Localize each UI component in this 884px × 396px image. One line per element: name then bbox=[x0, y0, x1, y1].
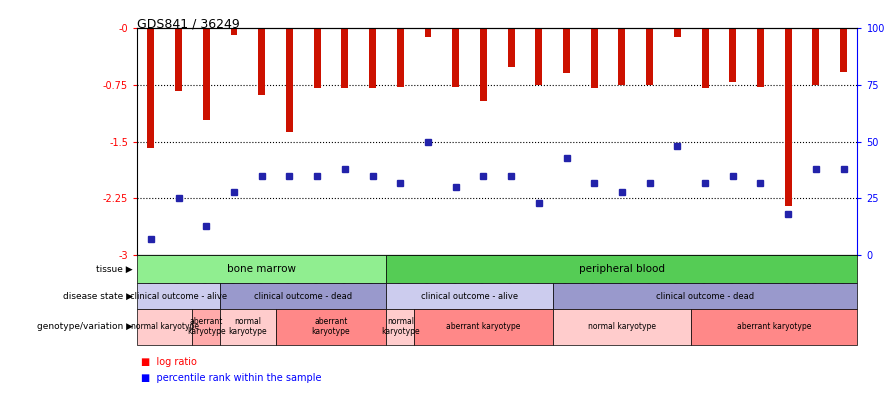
Text: tissue ▶: tissue ▶ bbox=[96, 265, 133, 274]
Bar bbox=[812, 28, 819, 85]
Text: clinical outcome - alive: clinical outcome - alive bbox=[421, 291, 518, 301]
Bar bbox=[453, 28, 459, 87]
Text: genotype/variation ▶: genotype/variation ▶ bbox=[36, 322, 133, 331]
Bar bbox=[175, 28, 182, 91]
Text: normal karyotype: normal karyotype bbox=[588, 322, 656, 331]
Text: aberrant karyotype: aberrant karyotype bbox=[446, 322, 521, 331]
Text: ■  log ratio: ■ log ratio bbox=[141, 357, 197, 367]
Bar bbox=[563, 28, 570, 73]
Bar bbox=[424, 28, 431, 37]
Bar bbox=[314, 28, 321, 88]
Text: clinical outcome - alive: clinical outcome - alive bbox=[130, 291, 227, 301]
Bar bbox=[646, 28, 653, 86]
Bar bbox=[286, 28, 293, 132]
Bar bbox=[619, 28, 625, 86]
Text: clinical outcome - dead: clinical outcome - dead bbox=[255, 291, 353, 301]
Text: aberrant
karyotype: aberrant karyotype bbox=[187, 317, 225, 336]
Text: peripheral blood: peripheral blood bbox=[579, 264, 665, 274]
Text: ■  percentile rank within the sample: ■ percentile rank within the sample bbox=[141, 373, 322, 383]
Bar bbox=[785, 28, 792, 206]
Text: normal karyotype: normal karyotype bbox=[131, 322, 199, 331]
Bar bbox=[231, 28, 238, 35]
Text: aberrant
karyotype: aberrant karyotype bbox=[312, 317, 350, 336]
Bar bbox=[674, 28, 681, 37]
Text: aberrant karyotype: aberrant karyotype bbox=[737, 322, 812, 331]
Bar bbox=[148, 28, 155, 148]
Bar bbox=[202, 28, 210, 120]
Bar bbox=[258, 28, 265, 95]
Bar bbox=[702, 28, 709, 88]
Bar bbox=[507, 28, 514, 67]
Text: clinical outcome - dead: clinical outcome - dead bbox=[656, 291, 754, 301]
Bar bbox=[536, 28, 542, 86]
Bar bbox=[591, 28, 598, 88]
Bar bbox=[397, 28, 404, 87]
Bar bbox=[341, 28, 348, 88]
Text: GDS841 / 36249: GDS841 / 36249 bbox=[137, 18, 240, 31]
Bar bbox=[729, 28, 736, 82]
Bar bbox=[757, 28, 764, 87]
Bar bbox=[840, 28, 847, 72]
Text: disease state ▶: disease state ▶ bbox=[63, 291, 133, 301]
Text: bone marrow: bone marrow bbox=[227, 264, 296, 274]
Text: normal
karyotype: normal karyotype bbox=[229, 317, 267, 336]
Text: normal
karyotype: normal karyotype bbox=[381, 317, 420, 336]
Bar bbox=[480, 28, 487, 101]
Bar bbox=[370, 28, 376, 88]
